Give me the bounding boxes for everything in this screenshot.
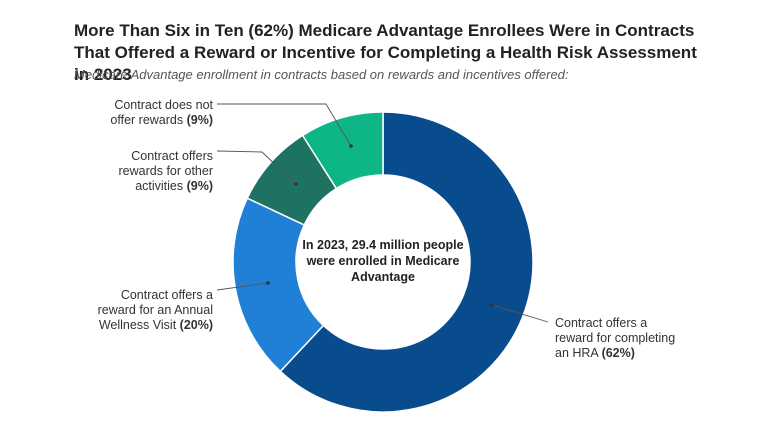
slice-label-line: offer rewards (9%)	[110, 113, 213, 127]
slice-percent: (9%)	[187, 113, 213, 127]
slice-percent: (62%)	[602, 346, 635, 360]
leader-dot-2	[266, 281, 270, 285]
leader-line-2	[216, 282, 269, 291]
center-label-line: Advantage	[351, 270, 415, 284]
leader-line-4	[217, 103, 352, 147]
slice-label-line: activities (9%)	[135, 179, 213, 193]
center-label-line: were enrolled in Medicare	[306, 254, 460, 268]
slice-label-line: Contract offers a	[121, 288, 213, 302]
slice-label-line: Contract offers	[131, 149, 213, 163]
slice-label-4: Contract does not offer rewards (9%)	[110, 98, 213, 127]
slice-label-line: reward for completing	[555, 331, 675, 345]
slice-label-line: reward for an Annual	[98, 303, 213, 317]
slice-label-1: Contract offers a reward for completing an…	[555, 316, 675, 360]
slice-label-line: Wellness Visit (20%)	[99, 318, 213, 332]
leader-dot-3	[294, 182, 298, 186]
leader-line-1	[491, 304, 549, 323]
slice-label-line: rewards for other	[119, 164, 213, 178]
slice-label-line: Contract offers a	[555, 316, 647, 330]
slice-label-2: Contract offers a reward for an Annual Wel…	[98, 288, 213, 332]
center-label-line: In 2023, 29.4 million people	[302, 238, 463, 252]
slice-percent: (9%)	[187, 179, 213, 193]
chart-title: More Than Six in Ten (62%) Medicare Adva…	[74, 21, 697, 84]
leader-dot-4	[349, 144, 353, 148]
leader-dot-1	[490, 303, 494, 307]
slice-percent: (20%)	[180, 318, 213, 332]
donut-slice-1	[279, 111, 534, 413]
slice-label-3: Contract offers rewards for other activiti…	[119, 149, 213, 193]
slice-label-line: Contract does not	[114, 98, 213, 112]
center-label: In 2023, 29.4 million people were enrolle…	[302, 238, 463, 284]
donut-slice-4	[301, 111, 384, 190]
chart-subtitle: Medicare Advantage enrollment in contrac…	[74, 67, 569, 82]
leader-line-3	[216, 150, 297, 185]
slice-label-line: an HRA (62%)	[555, 346, 635, 360]
